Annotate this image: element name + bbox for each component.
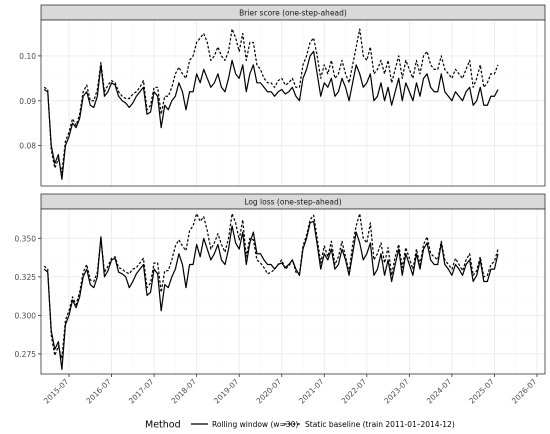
facet-strip-title: Brier score (one-step-ahead)	[239, 9, 347, 18]
log-loss-panel: Log loss (one-step-ahead) 0.275 0.300 0.325…	[15, 193, 546, 375]
y-tick-label: 0.300	[15, 311, 37, 320]
x-tick-label: 2024-07	[425, 377, 454, 406]
panel-border	[40, 19, 546, 187]
y-tick-label: 0.275	[15, 350, 37, 359]
panel-border	[40, 208, 546, 375]
legend-label-rolling-window: Rolling window (w=30)	[212, 420, 298, 429]
y-tick-label: 0.08	[19, 142, 36, 151]
x-tick-label: 2015-07	[42, 377, 71, 406]
x-tick-label: 2021-07	[297, 377, 326, 406]
series-line-rolling-window	[43, 50, 499, 180]
x-tick-label: 2018-07	[170, 377, 199, 406]
x-axis: 2015-07 2016-07 2017-07 2018-07 2019-07 2020-…	[42, 374, 539, 406]
x-tick-label: 2023-07	[382, 377, 411, 406]
legend: Method Rolling window (w=30) Static baseli…	[145, 420, 455, 431]
y-tick-label: 0.10	[19, 52, 36, 61]
x-tick-label: 2016-07	[84, 377, 113, 406]
brier-score-panel: Brier score (one-step-ahead) 0.08 0.09 0.10	[19, 4, 546, 187]
plot-background	[41, 209, 545, 374]
x-tick-label: 2020-07	[255, 377, 284, 406]
y-tick-label: 0.350	[15, 234, 37, 243]
series-line-static-baseline	[43, 28, 499, 174]
x-tick-label: 2026-07	[510, 377, 539, 406]
x-tick-label: 2017-07	[127, 377, 156, 406]
series-line-static-baseline	[43, 213, 499, 360]
x-tick-label: 2019-07	[212, 377, 241, 406]
y-tick-label: 0.325	[15, 273, 37, 282]
plot-background	[41, 20, 545, 186]
facet-strip-title: Log loss (one-step-ahead)	[244, 198, 341, 207]
x-tick-label: 2022-07	[340, 377, 369, 406]
legend-title: Method	[145, 420, 181, 431]
legend-label-static-baseline: Static baseline (train 2011-01–2014-12)	[305, 420, 455, 429]
y-tick-label: 0.09	[19, 97, 36, 106]
series-line-rolling-window	[43, 220, 499, 370]
x-tick-label: 2025-07	[467, 377, 496, 406]
